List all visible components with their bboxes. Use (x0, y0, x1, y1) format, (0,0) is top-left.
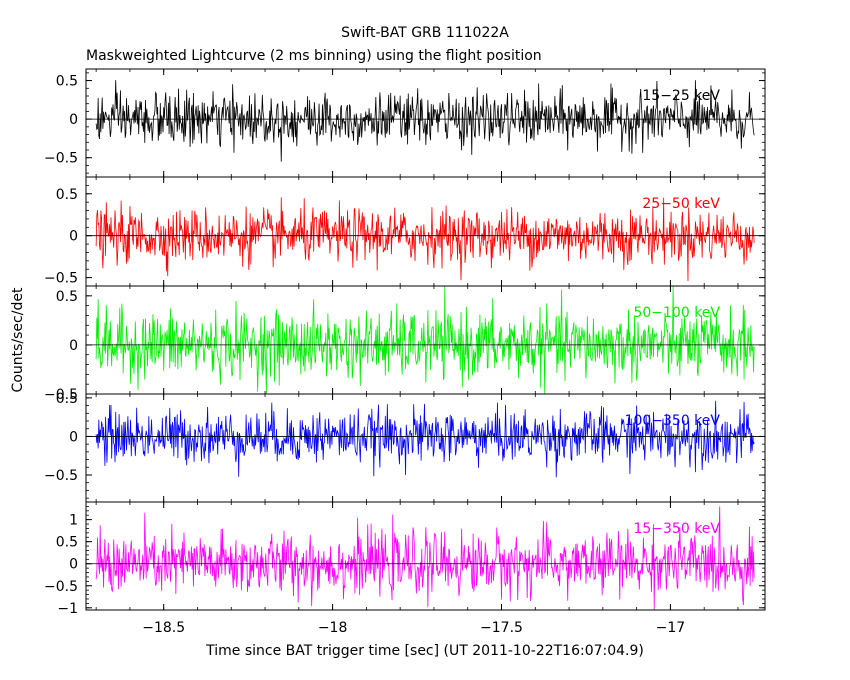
series-line-4 (95, 400, 755, 478)
panel-frame-4 (85, 393, 766, 503)
x-tick-label: −17.5 (480, 620, 523, 636)
energy-band-label-4: 100−350 keV (625, 413, 721, 429)
x-tick-label: −18 (318, 620, 348, 636)
series-line-5 (95, 506, 755, 610)
y-tick-label: −0.5 (44, 271, 78, 287)
y-tick-label: −1 (57, 601, 78, 617)
y-tick-label: −0.5 (44, 387, 78, 403)
energy-band-label-5: 15−350 keV (633, 521, 720, 537)
panel-5: −1 −0.5 0 0.5 1 15−350 keV (44, 501, 766, 617)
x-tick-label: −17 (656, 620, 686, 636)
y-tick-label: 0 (69, 338, 78, 354)
y-tick-label: 0.5 (56, 187, 78, 203)
panel-frame-5 (85, 501, 766, 611)
panel-4: −0.5 0 0.5 100−350 keV (44, 391, 766, 503)
energy-band-label-1: 15−25 keV (642, 88, 720, 104)
y-tick-label: 0 (69, 557, 78, 573)
energy-band-label-3: 50−100 keV (633, 305, 720, 321)
y-tick-label: −0.5 (44, 579, 78, 595)
energy-band-label-2: 25−50 keV (642, 196, 720, 212)
panel-3: −0.5 0 0.5 50−100 keV (44, 285, 766, 403)
y-tick-label: 0 (69, 112, 78, 128)
y-tick-label: 0.5 (56, 535, 78, 551)
x-axis-label: Time since BAT trigger time [sec] (UT 20… (205, 643, 644, 659)
y-tick-label: 0 (69, 429, 78, 445)
y-tick-label: −0.5 (44, 468, 78, 484)
x-tick-label: −18.5 (142, 620, 185, 636)
chart-title: Swift-BAT GRB 111022A (341, 25, 509, 41)
x-tick-labels-group: −18.5 −18 −17.5 −17 (142, 620, 685, 636)
y-tick-label: 0.5 (56, 289, 78, 305)
y-tick-label: 0.5 (56, 74, 78, 90)
panels-group: −0.5 0 0.5 15−25 keV −0.5 0 0.5 25−50 keV −0.5 0 0… (44, 68, 766, 617)
y-tick-label: −0.5 (44, 151, 78, 167)
y-tick-label: 0 (69, 229, 78, 245)
series-line-3 (95, 286, 755, 394)
panel-1: −0.5 0 0.5 15−25 keV (44, 68, 766, 178)
panel-2: −0.5 0 0.5 25−50 keV (44, 176, 766, 287)
y-axis-label: Counts/sec/det (10, 287, 26, 392)
y-tick-label: 1 (69, 513, 78, 529)
chart-subtitle: Maskweighted Lightcurve (2 ms binning) u… (86, 48, 542, 64)
y-tick-label: 0.5 (56, 391, 78, 407)
